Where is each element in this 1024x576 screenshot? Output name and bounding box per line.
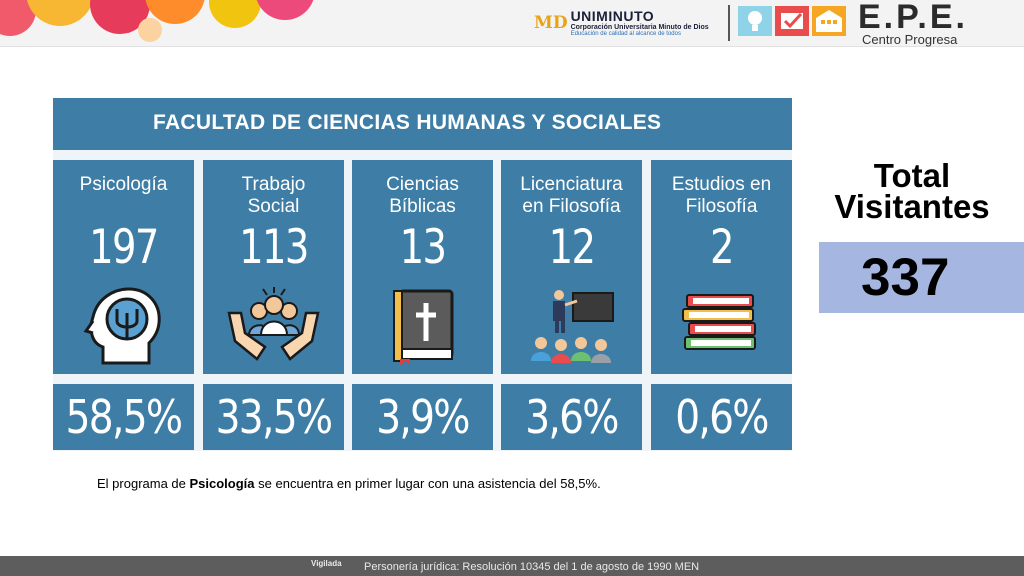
program-card-estudios-filosofia: Estudios en Filosofía 2 — [651, 160, 792, 374]
logo-divider — [728, 5, 730, 41]
top-banner: MD UNIMINUTO Corporación Universitaria M… — [0, 0, 1024, 47]
program-card-trabajo-social: Trabajo Social 113 — [203, 160, 344, 374]
community-hands-icon — [227, 287, 320, 361]
uniminuto-mark: MD — [534, 13, 568, 33]
total-visitors-label: Total Visitantes — [834, 157, 990, 225]
percent-psicologia: 58,5% — [53, 384, 194, 450]
summary-text: El programa de Psicología se encuentra e… — [97, 476, 601, 491]
bible-icon — [393, 289, 454, 365]
program-count: 12 — [548, 220, 596, 275]
percent-licenciatura-filosofia: 3,6% — [501, 384, 642, 450]
uniminuto-name: UNIMINUTO — [570, 8, 655, 24]
program-count: 113 — [239, 220, 309, 275]
total-visitors-box: 337 — [819, 242, 1024, 313]
program-name: Licenciatura en Filosofía — [520, 174, 623, 217]
program-count: 2 — [710, 220, 735, 275]
program-card-psicologia: Psicología 197 — [53, 160, 194, 374]
checklist-icon — [775, 6, 809, 36]
uniminuto-line2: Corporación Universitaria Minuto de Dios — [570, 24, 709, 31]
program-name: Trabajo Social — [241, 174, 306, 217]
epe-icons — [738, 6, 846, 36]
resolution-text: Personería jurídica: Resolución 10345 de… — [364, 561, 700, 573]
epe-subtitle: Centro Progresa — [862, 32, 958, 47]
program-card-licenciatura-filosofia: Licenciatura en Filosofía 12 — [501, 160, 642, 374]
percent-estudios-filosofia: 0,6% — [651, 384, 792, 450]
vigilada-label: Vigilada — [311, 559, 342, 568]
percent-value: 0,6% — [675, 390, 769, 444]
faculty-header: FACULTAD DE CIENCIAS HUMANAS Y SOCIALES — [53, 98, 792, 150]
summary-before: El programa de — [97, 476, 190, 491]
decorative-circles — [0, 0, 314, 42]
program-card-ciencias-biblicas: Ciencias Bíblicas 13 — [352, 160, 493, 374]
teacher-class-icon — [531, 290, 614, 363]
footer-bar: Vigilada Personería jurídica: Resolución… — [0, 556, 1024, 576]
program-name: Psicología — [79, 174, 168, 195]
program-count: 13 — [399, 220, 447, 275]
epe-logo: E.P.E. Centro Progresa — [858, 0, 968, 46]
percent-value: 58,5% — [65, 390, 183, 444]
books-stack-icon — [682, 294, 756, 350]
uniminuto-line3: Educación de calidad al alcance de todos — [570, 31, 681, 37]
program-name: Ciencias Bíblicas — [386, 174, 459, 217]
faculty-title: FACULTAD DE CIENCIAS HUMANAS Y SOCIALES — [153, 111, 662, 134]
epe-title: E.P.E. — [858, 0, 968, 36]
lightbulb-icon — [738, 6, 772, 36]
percent-trabajo-social: 33,5% — [203, 384, 344, 450]
summary-bold: Psicología — [189, 476, 255, 491]
program-name: Estudios en Filosofía — [671, 174, 772, 217]
head-brain-icon — [83, 287, 161, 365]
building-icon — [812, 6, 846, 36]
percent-value: 3,6% — [525, 390, 619, 444]
percent-value: 33,5% — [215, 390, 333, 444]
summary-after: se encuentra en primer lugar con una asi… — [254, 476, 601, 491]
total-visitors-value: 337 — [861, 248, 950, 307]
percent-ciencias-biblicas: 3,9% — [352, 384, 493, 450]
program-count: 197 — [89, 220, 159, 275]
uniminuto-logo: MD UNIMINUTO Corporación Universitaria M… — [534, 4, 709, 42]
percent-value: 3,9% — [376, 390, 470, 444]
